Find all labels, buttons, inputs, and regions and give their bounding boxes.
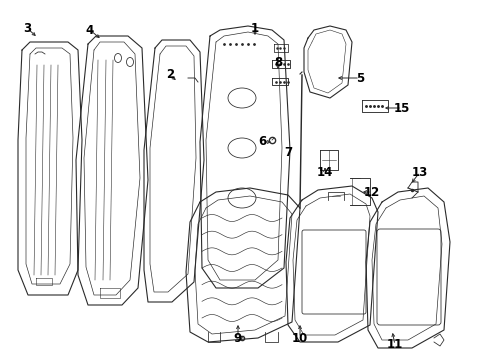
Text: 10: 10	[292, 332, 308, 345]
Text: 13: 13	[412, 166, 428, 179]
Text: 14: 14	[317, 166, 333, 179]
Text: 15: 15	[394, 102, 410, 114]
Text: 9: 9	[234, 332, 242, 345]
Text: 3: 3	[23, 22, 31, 35]
Text: 6: 6	[258, 135, 266, 148]
Text: 7: 7	[284, 145, 292, 158]
Text: 2: 2	[166, 68, 174, 81]
Text: 8: 8	[274, 55, 282, 68]
Text: 4: 4	[86, 23, 94, 36]
Text: 12: 12	[364, 185, 380, 198]
Text: 11: 11	[387, 338, 403, 351]
Text: 1: 1	[251, 22, 259, 35]
Text: 5: 5	[356, 72, 364, 85]
